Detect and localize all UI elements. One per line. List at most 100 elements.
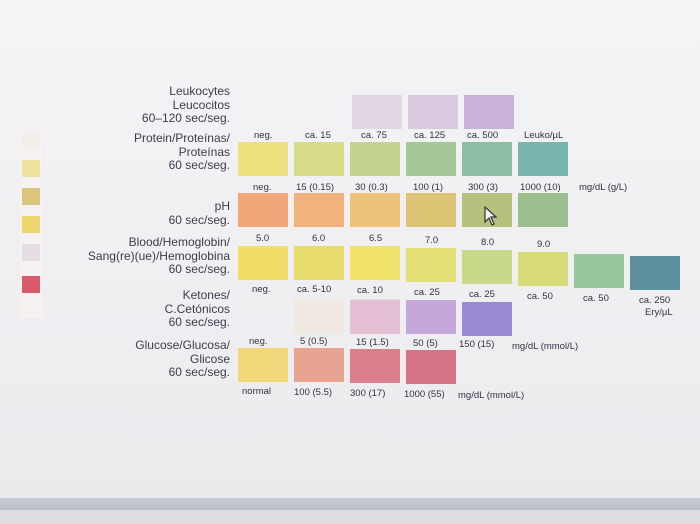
- bottom-frame-edge: [0, 498, 700, 510]
- protein-value: 30 (0.3): [355, 182, 388, 193]
- leukocytes-label: Leukocytes Leucocitos 60–120 sec/seg.: [141, 84, 230, 126]
- blood-swatch: [294, 246, 344, 280]
- mouse-cursor-icon: [484, 206, 498, 226]
- label-line: Blood/Hemoglobin/: [128, 235, 230, 249]
- ketones-label: Ketones/ C.Cetónicos 60 sec/seg.: [164, 288, 230, 330]
- glucose-value: 100 (5.5): [294, 387, 333, 398]
- ph-value: 5.0: [256, 233, 270, 244]
- strip-pad: [22, 276, 40, 293]
- blood-value: ca. 10: [357, 285, 383, 296]
- label-line: Glicose: [189, 351, 230, 366]
- ph-swatch: [294, 193, 344, 227]
- blood-value: ca. 250: [639, 295, 671, 306]
- ketones-unit: mg/dL (mmol/L): [512, 341, 579, 352]
- protein-label: Protein/Proteínas/ Proteínas 60 sec/seg.: [133, 131, 230, 173]
- protein-value: 100 (1): [413, 182, 444, 193]
- ketones-value: neg.: [249, 336, 268, 347]
- ph-swatch: [518, 193, 568, 227]
- label-line: 60 sec/seg.: [168, 365, 230, 379]
- label-line: Protein/Proteínas/: [133, 131, 230, 145]
- protein-swatch: [406, 142, 456, 176]
- ketones-swatch: [350, 300, 400, 334]
- leukocytes-value: ca. 125: [414, 130, 446, 141]
- leukocytes-value: ca. 75: [361, 130, 387, 141]
- label-line: Ketones/: [182, 288, 230, 302]
- bottom-surface: [0, 510, 700, 524]
- leukocytes-unit: Leuko/µL: [524, 130, 564, 141]
- glucose-value: 300 (17): [350, 388, 386, 399]
- strip-pad: [22, 188, 40, 205]
- label-line: 60 sec/seg.: [168, 315, 230, 329]
- glucose-swatch: [238, 348, 288, 382]
- blood-value: ca. 25: [414, 287, 440, 298]
- blood-value: ca. 50: [527, 291, 553, 302]
- ketones-swatch: [406, 300, 456, 334]
- ph-value: 6.0: [312, 233, 326, 244]
- glucose-swatch: [350, 349, 400, 383]
- glucose-swatch: [294, 348, 344, 382]
- blood-swatch: [518, 252, 568, 286]
- blood-swatch: [574, 254, 624, 288]
- strip-pad: [22, 216, 40, 233]
- leukocytes-value: neg.: [254, 130, 273, 141]
- ph-value: 9.0: [537, 239, 551, 250]
- leukocytes-value: ca. 15: [305, 130, 331, 141]
- glucose-swatch: [406, 350, 456, 384]
- strip-pad: [22, 298, 40, 315]
- ketones-value: 50 (5): [413, 338, 438, 349]
- ketones-swatch: [294, 299, 344, 333]
- glucose-label: Glucose/Glucosa/ Glicose 60 sec/seg.: [135, 338, 230, 380]
- ketones-value: 150 (15): [459, 339, 495, 350]
- ketones-swatch: [462, 302, 512, 336]
- leukocytes-swatch: [352, 95, 402, 129]
- blood-label: Blood/Hemoglobin/ Sang(re)(ue)/Hemoglobi…: [87, 235, 230, 277]
- label-line: Proteínas: [178, 144, 230, 159]
- label-line: Leukocytes: [169, 84, 230, 98]
- label-line: Glucose/Glucosa/: [135, 338, 230, 352]
- leukocytes-swatch: [408, 95, 458, 129]
- ph-value: 6.5: [369, 233, 383, 244]
- protein-value: 1000 (10): [520, 182, 561, 193]
- ketones-value: 5 (0.5): [300, 336, 328, 347]
- blood-swatch: [406, 248, 456, 282]
- protein-swatch: [294, 142, 344, 176]
- glucose-value: 1000 (55): [404, 389, 445, 400]
- blood-value: neg.: [252, 284, 271, 295]
- protein-value: neg.: [253, 182, 272, 193]
- protein-swatch: [462, 142, 512, 176]
- protein-value: 300 (3): [468, 182, 499, 193]
- blood-swatch: [238, 246, 288, 280]
- blood-swatch: [630, 256, 680, 290]
- strip-pad: [22, 160, 40, 177]
- ph-swatch: [406, 193, 456, 227]
- ph-value: 8.0: [481, 237, 495, 248]
- glucose-unit: mg/dL (mmol/L): [458, 390, 525, 401]
- label-line: 60 sec/seg.: [168, 212, 230, 227]
- glucose-value: normal: [242, 386, 272, 397]
- protein-swatch: [350, 142, 400, 176]
- protein-unit: mg/dL (g/L): [579, 182, 628, 193]
- label-line: Leucocitos: [172, 97, 230, 112]
- label-line: 60–120 sec/seg.: [141, 111, 230, 125]
- blood-unit: Ery/µL: [645, 307, 673, 318]
- strip-pad: [22, 244, 40, 261]
- label-line: C.Cetónicos: [164, 301, 230, 316]
- label-line: Sang(re)(ue)/Hemoglobina: [87, 248, 230, 263]
- ph-value: 7.0: [425, 235, 439, 246]
- protein-swatch: [238, 142, 288, 176]
- blood-value: ca. 25: [469, 289, 495, 300]
- protein-value: 15 (0.15): [296, 182, 335, 193]
- leukocytes-swatch: [464, 95, 514, 129]
- blood-value: ca. 50: [583, 293, 609, 304]
- label-line: 60 sec/seg.: [168, 262, 230, 276]
- label-line: 60 sec/seg.: [168, 158, 230, 172]
- ph-label: pH 60 sec/seg.: [168, 199, 230, 227]
- leukocytes-value: ca. 500: [467, 130, 499, 141]
- label-line: pH: [214, 199, 230, 213]
- ph-swatch: [350, 193, 400, 227]
- ketones-value: 15 (1.5): [356, 337, 389, 348]
- strip-pad: [22, 132, 40, 149]
- blood-swatch: [350, 246, 400, 280]
- protein-swatch: [518, 142, 568, 176]
- blood-value: ca. 5-10: [297, 284, 332, 295]
